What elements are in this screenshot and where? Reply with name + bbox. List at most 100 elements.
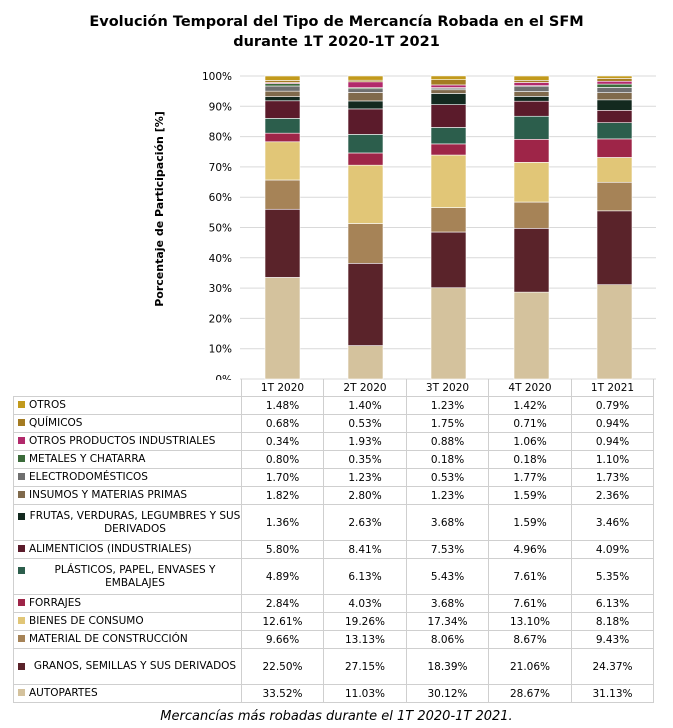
table-cell: 1.93%	[323, 432, 407, 451]
bar-segment	[430, 154, 467, 208]
y-tick-label: 50%	[209, 223, 232, 235]
table-cell: 1.59%	[488, 504, 572, 541]
bar-segment	[347, 263, 384, 346]
legend-swatch	[18, 689, 25, 696]
legend-label: OTROS PRODUCTOS INDUSTRIALES	[29, 435, 216, 447]
table-cell: 12.61%	[241, 612, 324, 631]
table-cell: 0.94%	[571, 414, 654, 433]
table-row: QUÍMICOS 0.68% 0.53% 1.75% 0.71% 0.94%	[13, 414, 654, 433]
bar-segment	[513, 91, 550, 97]
table-cell: 8.06%	[406, 630, 489, 649]
table-cell: 0.34%	[241, 432, 324, 451]
table-cell: 2.80%	[323, 486, 407, 505]
bar-segment	[596, 157, 633, 183]
table-cell: 30.12%	[406, 684, 489, 703]
legend-label: AUTOPARTES	[29, 687, 98, 699]
table-cell: 18.39%	[406, 648, 489, 685]
table-cell: 0.88%	[406, 432, 489, 451]
table-row: AUTOPARTES 33.52% 11.03% 30.12% 28.67% 31.13%	[13, 684, 654, 703]
bar-segment	[347, 164, 384, 224]
table-cell: 0.53%	[406, 468, 489, 487]
table-row: GRANOS, SEMILLAS Y SUS DERIVADOS 22.50% 27…	[13, 648, 654, 685]
table-cell: 8.18%	[571, 612, 654, 631]
bar-segment	[596, 87, 633, 93]
legend-swatch	[18, 545, 25, 552]
bar-segment	[347, 81, 384, 88]
table-cell: 2.36%	[571, 486, 654, 505]
table-cell: 8.41%	[323, 540, 407, 559]
table-cell: 6.13%	[323, 558, 407, 595]
bar-segment	[430, 207, 467, 233]
table-cell: 9.66%	[241, 630, 324, 649]
chart-title-line-1: Evolución Temporal del Tipo de Mercancía…	[89, 14, 584, 30]
table-row: ALIMENTICIOS (INDUSTRIALES) 5.80% 8.41% 7.5…	[13, 540, 654, 559]
table-cell: 7.61%	[488, 594, 572, 613]
y-tick-label: 60%	[209, 192, 232, 204]
legend-entry: ALIMENTICIOS (INDUSTRIALES)	[13, 540, 242, 559]
y-axis-label: Porcentaje de Participación [%]	[153, 111, 166, 307]
table-cell: 1.70%	[241, 468, 324, 487]
y-tick-label: 80%	[209, 132, 232, 144]
table-cell: 0.71%	[488, 414, 572, 433]
bar-segment	[264, 90, 301, 97]
table-cell: 0.35%	[323, 450, 407, 469]
table-cell: 4.03%	[323, 594, 407, 613]
table-cell: 2.84%	[241, 594, 324, 613]
table-row: BIENES DE CONSUMO 12.61% 19.26% 17.34% 13.10…	[13, 612, 654, 631]
legend-label: FRUTAS, VERDURAS, LEGUMBRES Y SUS DERIVA…	[29, 509, 241, 535]
legend-swatch	[18, 473, 25, 480]
bar-segment	[513, 85, 550, 92]
legend-swatch	[18, 491, 25, 498]
table-row: INSUMOS Y MATERIAS PRIMAS 1.82% 2.80% 1.23%…	[13, 486, 654, 505]
x-tick-label: 2T 2020	[323, 379, 407, 397]
table-cell: 1.59%	[488, 486, 572, 505]
bar-segment	[264, 277, 301, 380]
bar-segment	[596, 284, 633, 380]
legend-swatch	[18, 455, 25, 462]
table-cell: 3.46%	[571, 504, 654, 541]
legend-swatch	[18, 599, 25, 606]
table-row: ELECTRODOMÉSTICOS 1.70% 1.23% 0.53% 1.77% 1.7…	[13, 468, 654, 487]
legend-label: INSUMOS Y MATERIAS PRIMAS	[29, 489, 188, 501]
legend-swatch	[18, 663, 25, 670]
table-cell: 9.43%	[571, 630, 654, 649]
bar-segment	[596, 80, 633, 85]
x-tick-label: 3T 2020	[406, 379, 489, 397]
table-cell: 0.80%	[241, 450, 324, 469]
table-cell: 1.23%	[323, 468, 407, 487]
bar-segment	[347, 100, 384, 110]
table-cell: 28.67%	[488, 684, 572, 703]
bar-segment	[513, 201, 550, 229]
table-cell: 24.37%	[571, 648, 654, 685]
table-cell: 8.67%	[488, 630, 572, 649]
legend-label: FORRAJES	[29, 597, 82, 609]
legend-swatch	[18, 566, 25, 574]
legend-entry: FRUTAS, VERDURAS, LEGUMBRES Y SUS DERIVA…	[13, 504, 242, 541]
table-cell: 27.15%	[323, 648, 407, 685]
bar-segment	[513, 82, 550, 86]
legend-entry: GRANOS, SEMILLAS Y SUS DERIVADOS	[13, 648, 242, 685]
table-cell: 19.26%	[323, 612, 407, 631]
table-cell: 1.23%	[406, 396, 489, 415]
legend-label: OTROS	[29, 399, 66, 411]
bar-segment	[430, 89, 467, 94]
table-cell: 21.06%	[488, 648, 572, 685]
y-tick-label: 70%	[209, 162, 232, 174]
table-cell: 2.63%	[323, 504, 407, 541]
bars	[264, 75, 633, 380]
table-cell: 1.82%	[241, 486, 324, 505]
y-tick-label: 20%	[209, 313, 232, 325]
table-row: FORRAJES 2.84% 4.03% 3.68% 7.61% 6.13%	[13, 594, 654, 613]
y-tick-label: 40%	[209, 253, 232, 265]
table-cell: 11.03%	[323, 684, 407, 703]
table-row: PLÁSTICOS, PAPEL, ENVASES Y EMBALAJES 4.8…	[13, 558, 654, 595]
table-row: OTROS PRODUCTOS INDUSTRIALES 0.34% 1.93% 0.…	[13, 432, 654, 451]
bar-segment	[347, 92, 384, 102]
bar-segment	[596, 138, 633, 158]
bar-segment	[264, 100, 301, 119]
legend-label: MATERIAL DE CONSTRUCCIÓN	[29, 633, 188, 645]
legend-entry: AUTOPARTES	[13, 684, 242, 703]
bar-segment	[596, 78, 633, 82]
bar-segment	[264, 141, 301, 181]
legend-entry: OTROS	[13, 396, 242, 415]
